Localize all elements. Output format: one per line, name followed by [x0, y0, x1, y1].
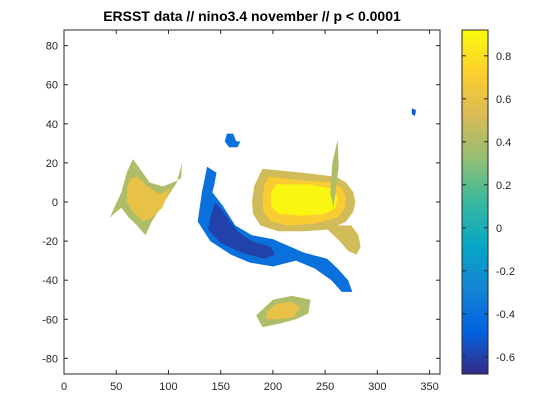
x-tick-label: 250: [316, 381, 334, 393]
colorbar-tick-label: 0.6: [496, 94, 511, 106]
x-tick-label: 300: [368, 381, 386, 393]
contour-equatorial-pacific-warm-tongue-2: [270, 184, 338, 216]
chart-title: ERSST data // nino3.4 november // p < 0.…: [103, 8, 401, 24]
colorbar-tick-label: -0.2: [496, 266, 515, 278]
contour-north-pacific-cold-patch-0: [224, 133, 241, 148]
colorbar-tick-label: 0.2: [496, 180, 511, 192]
x-tick-label: 100: [159, 381, 177, 393]
y-tick-label: 80: [46, 41, 58, 53]
contour-southeast-pacific-warm-patch-1: [266, 301, 300, 320]
region-north-atlantic-cold-speck: [411, 108, 416, 116]
contour-west-pacific-cold-boomerang-0: [197, 166, 353, 292]
x-tick-label: 150: [211, 381, 229, 393]
colorbar-tick-label: 0: [496, 223, 502, 235]
contour-east-pacific-coastal-warm-extension-0: [325, 225, 361, 255]
colorbar-axis: 0.8 0.6 0.4 0.2 0 -0.2 -0.4 -0.6: [462, 51, 515, 364]
y-tick-label: 20: [46, 158, 58, 170]
y-tick-label: -60: [42, 314, 58, 326]
region-southeast-pacific-warm-patch: [256, 295, 311, 328]
contour-indian-ocean-warm-patch-1: [126, 176, 171, 222]
x-tick-label: 50: [110, 381, 122, 393]
x-axis: 0 50 100 150 200 250 300 350: [61, 30, 439, 393]
colorbar-frame: [461, 29, 489, 375]
y-tick-label: 60: [46, 80, 58, 92]
colorbar-tick-label: -0.4: [496, 309, 515, 321]
colorbar-tick-label: 0.4: [496, 137, 511, 149]
x-tick-label: 350: [420, 381, 438, 393]
region-west-pacific-cold-boomerang: [197, 166, 353, 292]
x-tick-label: 0: [61, 381, 67, 393]
contour-east-pacific-coastal-warm-extension-1: [330, 139, 339, 208]
colorbar-tick-label: 0.8: [496, 51, 511, 63]
y-axis: 80 60 40 20 0 -20 -40 -60 -80: [42, 41, 440, 365]
region-north-pacific-cold-patch: [224, 133, 241, 148]
region-east-pacific-coastal-warm-extension: [325, 139, 361, 255]
regions-layer: [110, 108, 416, 328]
region-indian-ocean-warm-patch: [110, 159, 182, 236]
y-tick-label: 40: [46, 119, 58, 131]
x-tick-label: 200: [264, 381, 282, 393]
y-tick-label: -40: [42, 275, 58, 287]
contour-west-pacific-cold-boomerang-1: [208, 202, 275, 259]
colorbar-tick-label: -0.6: [496, 352, 515, 364]
y-tick-label: -20: [42, 236, 58, 248]
colorbar: [462, 30, 488, 374]
y-tick-label: 0: [52, 197, 58, 209]
y-tick-label: -80: [42, 353, 58, 365]
region-equatorial-pacific-warm-tongue: [252, 168, 356, 232]
contour-north-atlantic-cold-speck-0: [411, 108, 416, 116]
